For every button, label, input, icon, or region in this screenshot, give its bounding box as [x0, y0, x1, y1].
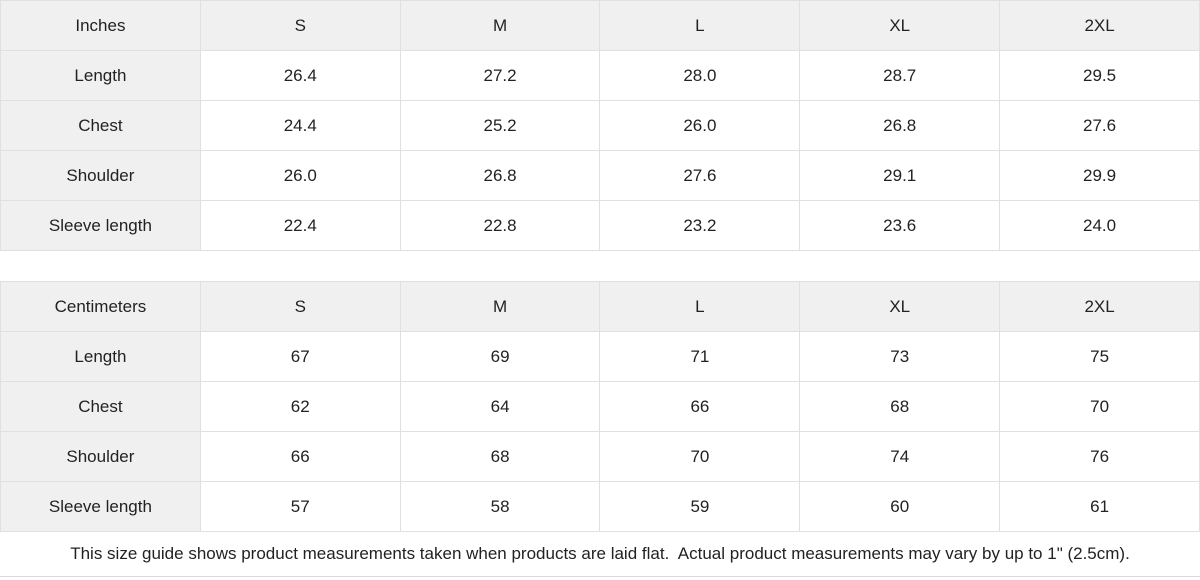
table-row: Chest 24.4 25.2 26.0 26.8 27.6	[0, 100, 1200, 151]
measurement-cell: 68	[799, 381, 1001, 432]
column-header: 2XL	[999, 0, 1200, 51]
measurement-cell: 23.2	[599, 200, 801, 251]
centimeters-size-table: Centimeters S M L XL 2XL Length 67 69 71…	[0, 281, 1200, 532]
table-row: Length 26.4 27.2 28.0 28.7 29.5	[0, 50, 1200, 101]
measurement-cell: 62	[199, 381, 401, 432]
measurement-cell: 29.1	[799, 150, 1001, 201]
measurement-cell: 26.4	[199, 50, 401, 101]
row-label: Shoulder	[0, 150, 201, 201]
measurement-cell: 28.7	[799, 50, 1001, 101]
measurement-cell: 26.0	[599, 100, 801, 151]
table-row: Shoulder 66 68 70 74 76	[0, 431, 1200, 482]
measurement-cell: 67	[199, 331, 401, 382]
unit-header-cell: Centimeters	[0, 281, 201, 332]
measurement-cell: 29.5	[999, 50, 1200, 101]
measurement-cell: 26.8	[799, 100, 1001, 151]
measurement-cell: 60	[799, 481, 1001, 532]
measurement-cell: 58	[399, 481, 601, 532]
measurement-cell: 70	[999, 381, 1200, 432]
measurement-cell: 22.8	[399, 200, 601, 251]
column-header: XL	[799, 281, 1001, 332]
measurement-cell: 61	[999, 481, 1200, 532]
table-row: Length 67 69 71 73 75	[0, 331, 1200, 382]
inches-size-table: Inches S M L XL 2XL Length 26.4 27.2 28.…	[0, 0, 1200, 251]
column-header: M	[399, 0, 601, 51]
row-label: Chest	[0, 381, 201, 432]
measurement-cell: 22.4	[199, 200, 401, 251]
measurement-cell: 24.4	[199, 100, 401, 151]
measurement-cell: 66	[199, 431, 401, 482]
table-row: Sleeve length 22.4 22.8 23.2 23.6 24.0	[0, 200, 1200, 251]
column-header: 2XL	[999, 281, 1200, 332]
measurement-cell: 76	[999, 431, 1200, 482]
size-guide-disclaimer: This size guide shows product measuremen…	[0, 532, 1200, 577]
measurement-cell: 25.2	[399, 100, 601, 151]
measurement-cell: 70	[599, 431, 801, 482]
measurement-cell: 68	[399, 431, 601, 482]
table-row: Shoulder 26.0 26.8 27.6 29.1 29.9	[0, 150, 1200, 201]
measurement-cell: 64	[399, 381, 601, 432]
table-row: Sleeve length 57 58 59 60 61	[0, 481, 1200, 532]
measurement-cell: 57	[199, 481, 401, 532]
measurement-cell: 29.9	[999, 150, 1200, 201]
measurement-cell: 71	[599, 331, 801, 382]
column-header: L	[599, 0, 801, 51]
column-header: XL	[799, 0, 1001, 51]
row-label: Sleeve length	[0, 200, 201, 251]
measurement-cell: 28.0	[599, 50, 801, 101]
row-label: Length	[0, 50, 201, 101]
column-header: M	[399, 281, 601, 332]
measurement-cell: 74	[799, 431, 1001, 482]
measurement-cell: 24.0	[999, 200, 1200, 251]
measurement-cell: 59	[599, 481, 801, 532]
measurement-cell: 23.6	[799, 200, 1001, 251]
table-header-row: Centimeters S M L XL 2XL	[0, 281, 1200, 332]
measurement-cell: 26.0	[199, 150, 401, 201]
row-label: Length	[0, 331, 201, 382]
table-spacer	[0, 251, 1200, 281]
table-header-row: Inches S M L XL 2XL	[0, 0, 1200, 51]
table-row: Chest 62 64 66 68 70	[0, 381, 1200, 432]
measurement-cell: 66	[599, 381, 801, 432]
column-header: S	[199, 281, 401, 332]
measurement-cell: 27.6	[599, 150, 801, 201]
row-label: Chest	[0, 100, 201, 151]
measurement-cell: 69	[399, 331, 601, 382]
measurement-cell: 27.6	[999, 100, 1200, 151]
unit-header-cell: Inches	[0, 0, 201, 51]
measurement-cell: 75	[999, 331, 1200, 382]
row-label: Sleeve length	[0, 481, 201, 532]
row-label: Shoulder	[0, 431, 201, 482]
column-header: S	[199, 0, 401, 51]
measurement-cell: 73	[799, 331, 1001, 382]
measurement-cell: 26.8	[399, 150, 601, 201]
column-header: L	[599, 281, 801, 332]
measurement-cell: 27.2	[399, 50, 601, 101]
